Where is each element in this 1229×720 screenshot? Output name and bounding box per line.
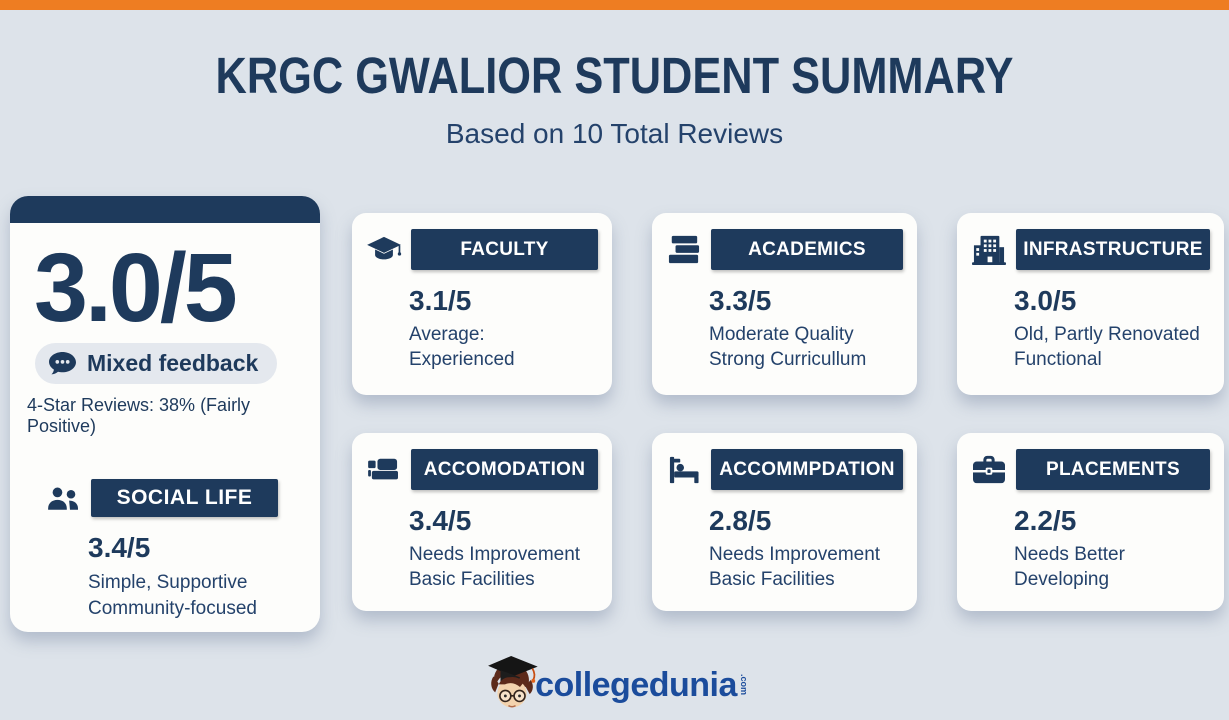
category-line2: Basic Facilities [709, 569, 835, 591]
category-title-bar: ACCOMODATION [411, 449, 598, 490]
social-life-line1: Simple, Supportive [88, 572, 248, 593]
collegedunia-mascot-icon [481, 655, 543, 712]
social-life-body: 3.4/5 Simple, Supportive Community-focus… [88, 532, 308, 621]
category-rating: 3.1/5 [409, 285, 472, 316]
category-line2: Basic Facilities [409, 569, 535, 591]
feedback-badge-label: Mixed feedback [87, 350, 259, 376]
category-line1: Moderate Quality [709, 324, 854, 345]
summary-card-topbar [10, 196, 320, 223]
category-title-bar: INFRASTRUCTURE [1016, 229, 1210, 270]
review-distribution-note: 4-Star Reviews: 38% (Fairly Positive) [27, 395, 251, 436]
category-card-accomodation: ACCOMODATION 3.4/5 Needs Improvement Bas… [352, 433, 612, 611]
category-rating: 3.0/5 [1014, 285, 1077, 316]
category-title-bar: ACADEMICS [711, 229, 903, 270]
overall-rating: 3.0/5 [34, 233, 238, 342]
category-line1: Old, Partly Renovated [1014, 324, 1200, 345]
brand-suffix: .com [738, 674, 749, 696]
category-card-placements: PLACEMENTS 2.2/5 Needs Better Developing [957, 433, 1224, 611]
category-card-infrastructure: INFRASTRUCTURE 3.0/5 Old, Partly Renovat… [957, 213, 1224, 395]
category-line1: Needs Better [1014, 544, 1125, 565]
page-subtitle: Based on 10 Total Reviews [445, 118, 784, 149]
category-line2: Functional [1014, 349, 1102, 371]
feedback-badge: Mixed feedback [35, 343, 278, 384]
category-rating: 3.3/5 [709, 285, 772, 316]
category-rating: 2.8/5 [709, 505, 772, 536]
social-life-rating: 3.4/5 [88, 532, 151, 563]
category-card-faculty: FACULTY 3.1/5 Average: Experienced [352, 213, 612, 395]
graduation-cap-icon [362, 235, 406, 265]
category-card-accommpdation: ACCOMMPDATION 2.8/5 Needs Improvement Ba… [652, 433, 917, 611]
category-line2: Experienced [409, 349, 515, 371]
social-life-line2: Community-focused [88, 597, 257, 619]
social-life-title-bar: SOCIAL LIFE [91, 479, 278, 517]
overall-summary-card: 3.0/5 Mixed feedback 4-Star Reviews: 38%… [10, 196, 320, 632]
footer-brand: collegedunia .com [0, 652, 1229, 718]
books-icon [662, 234, 706, 266]
category-line2: Developing [1014, 569, 1110, 591]
social-life-header: SOCIAL LIFE [46, 479, 278, 517]
page-title: KRGC GWALIOR STUDENT SUMMARY [215, 47, 1014, 104]
category-line1: Needs Improvement [709, 544, 881, 565]
couch-icon [362, 456, 406, 484]
brand-name: collegedunia [535, 665, 737, 704]
category-card-academics: ACADEMICS 3.3/5 Moderate Quality Strong … [652, 213, 917, 395]
category-title-bar: ACCOMMPDATION [711, 449, 903, 490]
page-header: KRGC GWALIOR STUDENT SUMMARY Based on 10… [0, 46, 1229, 150]
category-rating: 3.4/5 [409, 505, 472, 536]
category-line1: Needs Improvement [409, 544, 581, 565]
people-icon [46, 484, 82, 512]
chat-bubble-icon [48, 351, 77, 377]
building-icon [967, 234, 1011, 266]
bed-icon [662, 455, 706, 485]
category-line1: Average: [409, 324, 485, 345]
category-title-bar: FACULTY [411, 229, 598, 270]
category-line2: Strong Curricullum [709, 349, 867, 371]
briefcase-icon [967, 454, 1011, 486]
category-title-bar: PLACEMENTS [1016, 449, 1210, 490]
category-rating: 2.2/5 [1014, 505, 1077, 536]
top-accent-bar [0, 0, 1229, 10]
